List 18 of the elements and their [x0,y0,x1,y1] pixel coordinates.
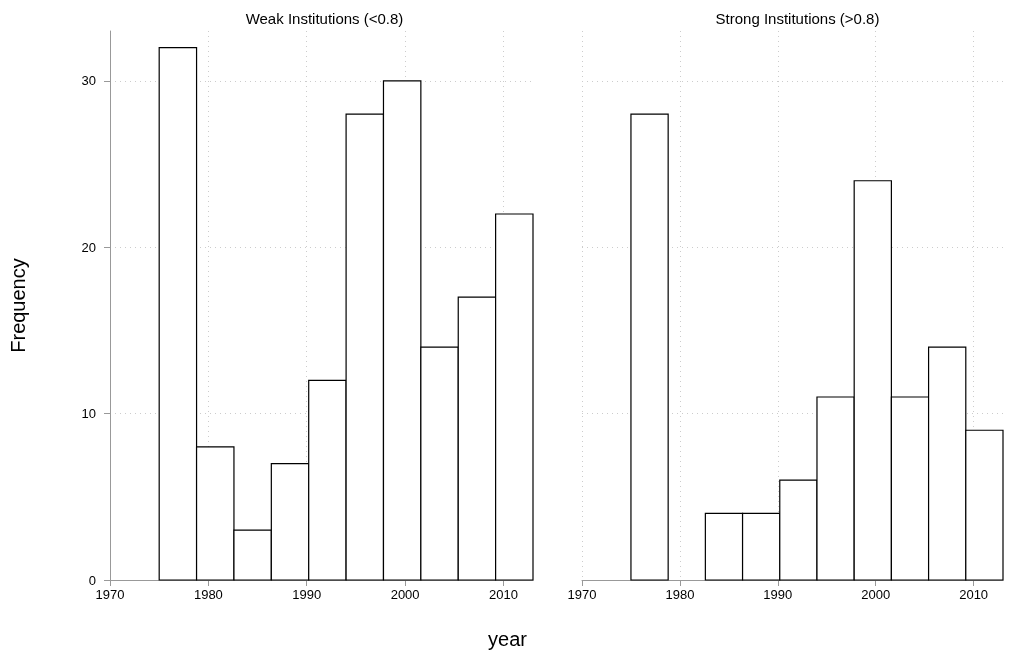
x-tick-label: 2010 [489,587,518,602]
x-tick-label: 1970 [95,587,125,602]
y-tick-label: 20 [81,239,96,255]
y-tick-label: 10 [81,406,96,422]
chart-title: Weak Institutions (<0.8) [245,10,404,27]
x-tick-label: 2000 [390,587,420,602]
y-tick-label: 30 [81,73,96,89]
y-axis-title: Frequency [7,258,29,353]
chart-title: Strong Institutions (>0.8) [715,10,880,27]
y-tick-label: 0 [88,572,96,588]
x-axis-title: year [487,628,528,651]
x-tick-label: 2000 [861,587,891,602]
x-tick-label: 1980 [665,587,695,602]
x-tick-label: 1990 [292,587,322,602]
x-tick-label: 1970 [567,587,597,602]
x-tick-label: 2010 [959,587,989,602]
x-tick-label: 1990 [763,587,793,602]
x-tick-label: 1980 [193,587,223,602]
